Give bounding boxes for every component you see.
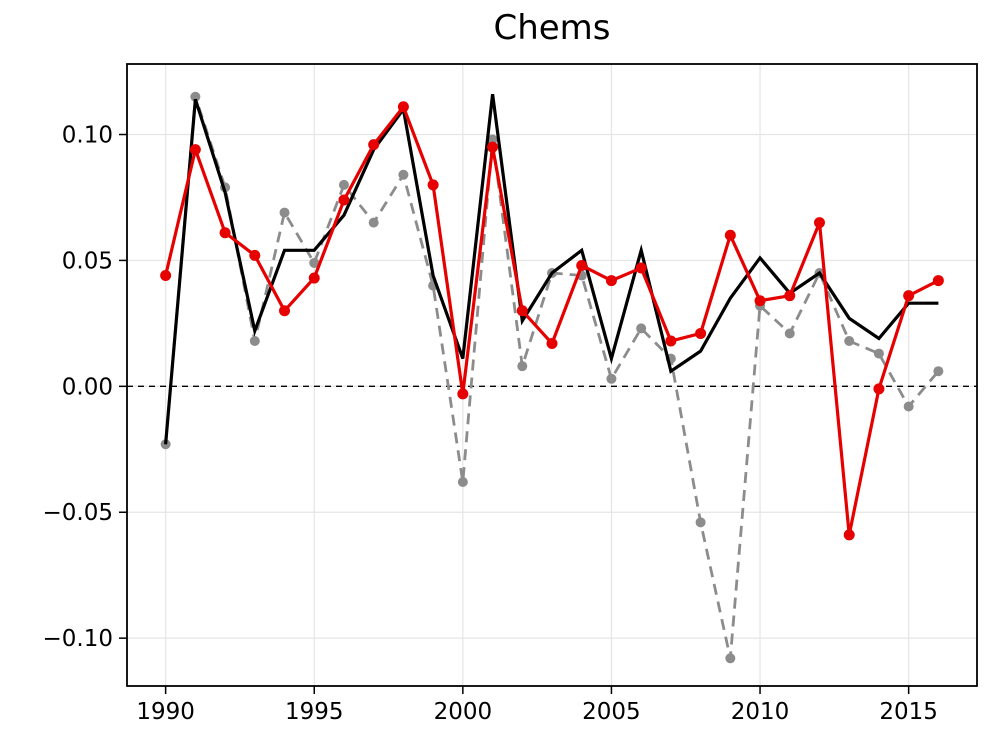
data-point-gray-dashed bbox=[636, 323, 647, 334]
data-point-gray-dashed bbox=[903, 401, 914, 412]
data-point-red-solid-markers bbox=[843, 529, 855, 541]
data-point-red-solid-markers bbox=[249, 249, 261, 261]
data-point-red-solid-markers bbox=[368, 139, 380, 151]
data-point-gray-dashed bbox=[190, 91, 201, 102]
data-point-gray-dashed bbox=[873, 348, 884, 359]
data-point-red-solid-markers bbox=[695, 327, 707, 339]
data-point-gray-dashed bbox=[933, 366, 944, 377]
x-tick-label: 2000 bbox=[434, 699, 493, 725]
data-point-gray-dashed bbox=[338, 179, 349, 190]
x-tick-label: 2005 bbox=[582, 699, 641, 725]
data-point-red-solid-markers bbox=[576, 259, 588, 271]
data-point-red-solid-markers bbox=[903, 290, 915, 302]
x-tick-label: 1990 bbox=[136, 699, 195, 725]
data-point-red-solid-markers bbox=[338, 194, 350, 206]
data-point-gray-dashed bbox=[249, 336, 260, 347]
data-point-gray-dashed bbox=[487, 134, 498, 145]
x-tick-label: 2010 bbox=[731, 699, 790, 725]
y-tick-label: −0.10 bbox=[43, 626, 113, 652]
series-line-gray-dashed bbox=[164, 96, 940, 659]
y-tick-label: 0.10 bbox=[62, 123, 113, 149]
data-point-red-solid-markers bbox=[813, 217, 825, 229]
data-point-red-solid-markers bbox=[219, 227, 231, 239]
data-point-red-solid-markers bbox=[546, 338, 558, 350]
data-point-red-solid-markers bbox=[160, 270, 172, 282]
data-point-gray-dashed bbox=[517, 361, 528, 372]
data-point-gray-dashed bbox=[279, 207, 290, 218]
data-point-gray-dashed bbox=[725, 653, 736, 664]
data-point-red-solid-markers bbox=[457, 388, 469, 400]
data-point-red-solid-markers bbox=[635, 262, 647, 274]
data-point-red-solid-markers bbox=[724, 229, 736, 241]
data-point-red-solid-markers bbox=[873, 383, 885, 395]
data-point-red-solid-markers bbox=[932, 275, 944, 287]
data-point-red-solid-markers bbox=[605, 275, 617, 287]
data-point-gray-dashed bbox=[398, 169, 409, 180]
y-tick-label: 0.00 bbox=[62, 374, 113, 400]
data-point-red-solid-markers bbox=[308, 272, 320, 284]
data-point-red-solid-markers bbox=[516, 305, 528, 317]
y-tick-label: −0.05 bbox=[43, 500, 113, 526]
series-line-black-solid bbox=[164, 93, 939, 445]
y-tick-label: 0.05 bbox=[62, 248, 113, 274]
data-point-gray-dashed bbox=[309, 257, 320, 268]
data-point-gray-dashed bbox=[457, 477, 468, 488]
data-point-red-solid-markers bbox=[665, 335, 677, 347]
data-point-red-solid-markers bbox=[784, 290, 796, 302]
data-point-gray-dashed bbox=[606, 373, 617, 384]
x-tick-label: 2015 bbox=[879, 699, 938, 725]
plot-border bbox=[126, 63, 978, 687]
data-point-red-solid-markers bbox=[487, 141, 499, 153]
data-point-gray-dashed bbox=[784, 328, 795, 339]
data-point-gray-dashed bbox=[695, 517, 706, 528]
data-point-gray-dashed bbox=[368, 217, 379, 228]
data-point-red-solid-markers bbox=[397, 101, 409, 113]
data-point-gray-dashed bbox=[844, 336, 855, 347]
x-tick-label: 1995 bbox=[285, 699, 344, 725]
series-line-red-solid-markers bbox=[164, 103, 940, 536]
data-point-red-solid-markers bbox=[189, 144, 201, 156]
data-point-red-solid-markers bbox=[754, 295, 766, 307]
data-point-red-solid-markers bbox=[427, 179, 439, 191]
chart-title: Chems bbox=[493, 8, 611, 48]
data-point-red-solid-markers bbox=[279, 305, 291, 317]
